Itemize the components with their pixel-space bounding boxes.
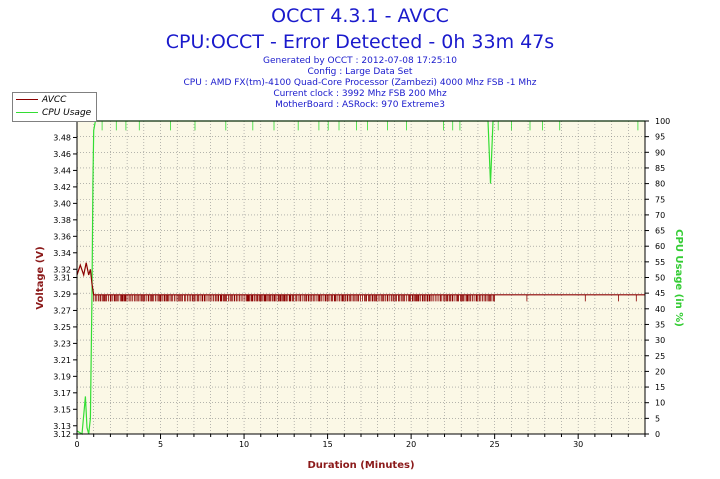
series-fluctuation-avcc [93, 294, 637, 302]
y2-tick-label: 75 [655, 195, 665, 204]
chart-subtitle: CPU:OCCT - Error Detected - 0h 33m 47s [165, 31, 555, 53]
legend-item-avcc: AVCC [16, 94, 66, 106]
y-tick-label: 3.31 [53, 274, 71, 283]
y2-tick-label: 100 [655, 117, 670, 126]
y2-tick-label: 55 [655, 258, 665, 267]
y2-axis-label: CPU Usage (in %) [673, 229, 684, 327]
y-tick-label: 3.40 [53, 199, 71, 208]
y-tick-label: 3.48 [53, 133, 71, 142]
x-tick-label: 15 [322, 440, 332, 449]
y2-tick-label: 35 [655, 320, 665, 329]
y2-tick-label: 0 [655, 430, 660, 439]
y-tick-label: 3.46 [53, 150, 71, 159]
y-tick-label: 3.25 [53, 323, 71, 332]
y-axis-label: Voltage (V) [35, 246, 46, 309]
y-tick-label: 3.32 [53, 265, 71, 274]
info-generated: Generated by OCCT : 2012-07-08 17:25:10 [263, 56, 457, 66]
ticks: 0 5 10 15 20 25 30 3.123.13 3.15 3.17 3.19 3.21 3.23… [53, 117, 670, 449]
y2-tick-label: 25 [655, 352, 665, 361]
legend-swatch-cpu-usage [16, 112, 38, 113]
legend-item-cpu-usage: CPU Usage [16, 107, 91, 119]
y2-tick-label: 90 [655, 148, 665, 157]
x-tick-label: 0 [74, 440, 79, 449]
y2-tick-label: 15 [655, 383, 665, 392]
x-tick-label: 5 [158, 440, 163, 449]
info-clock: Current clock : 3992 Mhz FSB 200 Mhz [273, 89, 447, 99]
legend-label-avcc: AVCC [42, 95, 67, 105]
y2-tick-label: 45 [655, 289, 665, 298]
y-tick-label: 3.19 [53, 372, 71, 381]
y2-tick-label: 95 [655, 133, 665, 142]
y2-tick-label: 70 [655, 211, 665, 220]
series-fluctuation-cpu-usage [101, 121, 639, 131]
legend-swatch-avcc [16, 99, 38, 100]
y-tick-label: 3.15 [53, 405, 71, 414]
y-tick-label: 3.17 [53, 389, 71, 398]
y-tick-label: 3.44 [53, 166, 71, 175]
x-tick-label: 30 [573, 440, 583, 449]
y2-tick-label: 20 [655, 367, 665, 376]
y2-tick-label: 80 [655, 180, 665, 189]
info-config: Config : Large Data Set [307, 67, 413, 77]
y-tick-label: 3.12 [53, 430, 71, 439]
y-tick-label: 3.36 [53, 232, 71, 241]
info-cpu: CPU : AMD FX(tm)-4100 Quad-Core Processo… [183, 78, 537, 88]
y-tick-label: 3.27 [53, 306, 71, 315]
y2-tick-label: 10 [655, 399, 665, 408]
y-tick-label: 3.38 [53, 216, 71, 225]
x-tick-label: 20 [406, 440, 416, 449]
x-tick-label: 25 [490, 440, 500, 449]
chart-title: OCCT 4.3.1 - AVCC [271, 5, 449, 27]
legend-label-cpu-usage: CPU Usage [42, 108, 92, 118]
y2-tick-label: 40 [655, 305, 665, 314]
y-tick-label: 3.34 [53, 249, 71, 258]
grid [77, 121, 645, 434]
y-tick-label: 3.13 [53, 422, 71, 431]
y2-tick-label: 65 [655, 227, 665, 236]
legend: AVCC CPU Usage [12, 92, 97, 122]
y-tick-label: 3.42 [53, 183, 71, 192]
x-tick-label: 10 [239, 440, 249, 449]
y2-tick-label: 85 [655, 164, 665, 173]
y-tick-label: 3.23 [53, 339, 71, 348]
y-tick-label: 3.21 [53, 356, 71, 365]
y2-tick-label: 60 [655, 242, 665, 251]
info-motherboard: MotherBoard : ASRock: 970 Extreme3 [275, 100, 445, 110]
y-tick-label: 3.29 [53, 290, 71, 299]
y2-tick-label: 50 [655, 274, 665, 283]
y2-tick-label: 5 [655, 414, 660, 423]
y2-tick-label: 30 [655, 336, 665, 345]
x-axis-label: Duration (Minutes) [307, 460, 414, 471]
